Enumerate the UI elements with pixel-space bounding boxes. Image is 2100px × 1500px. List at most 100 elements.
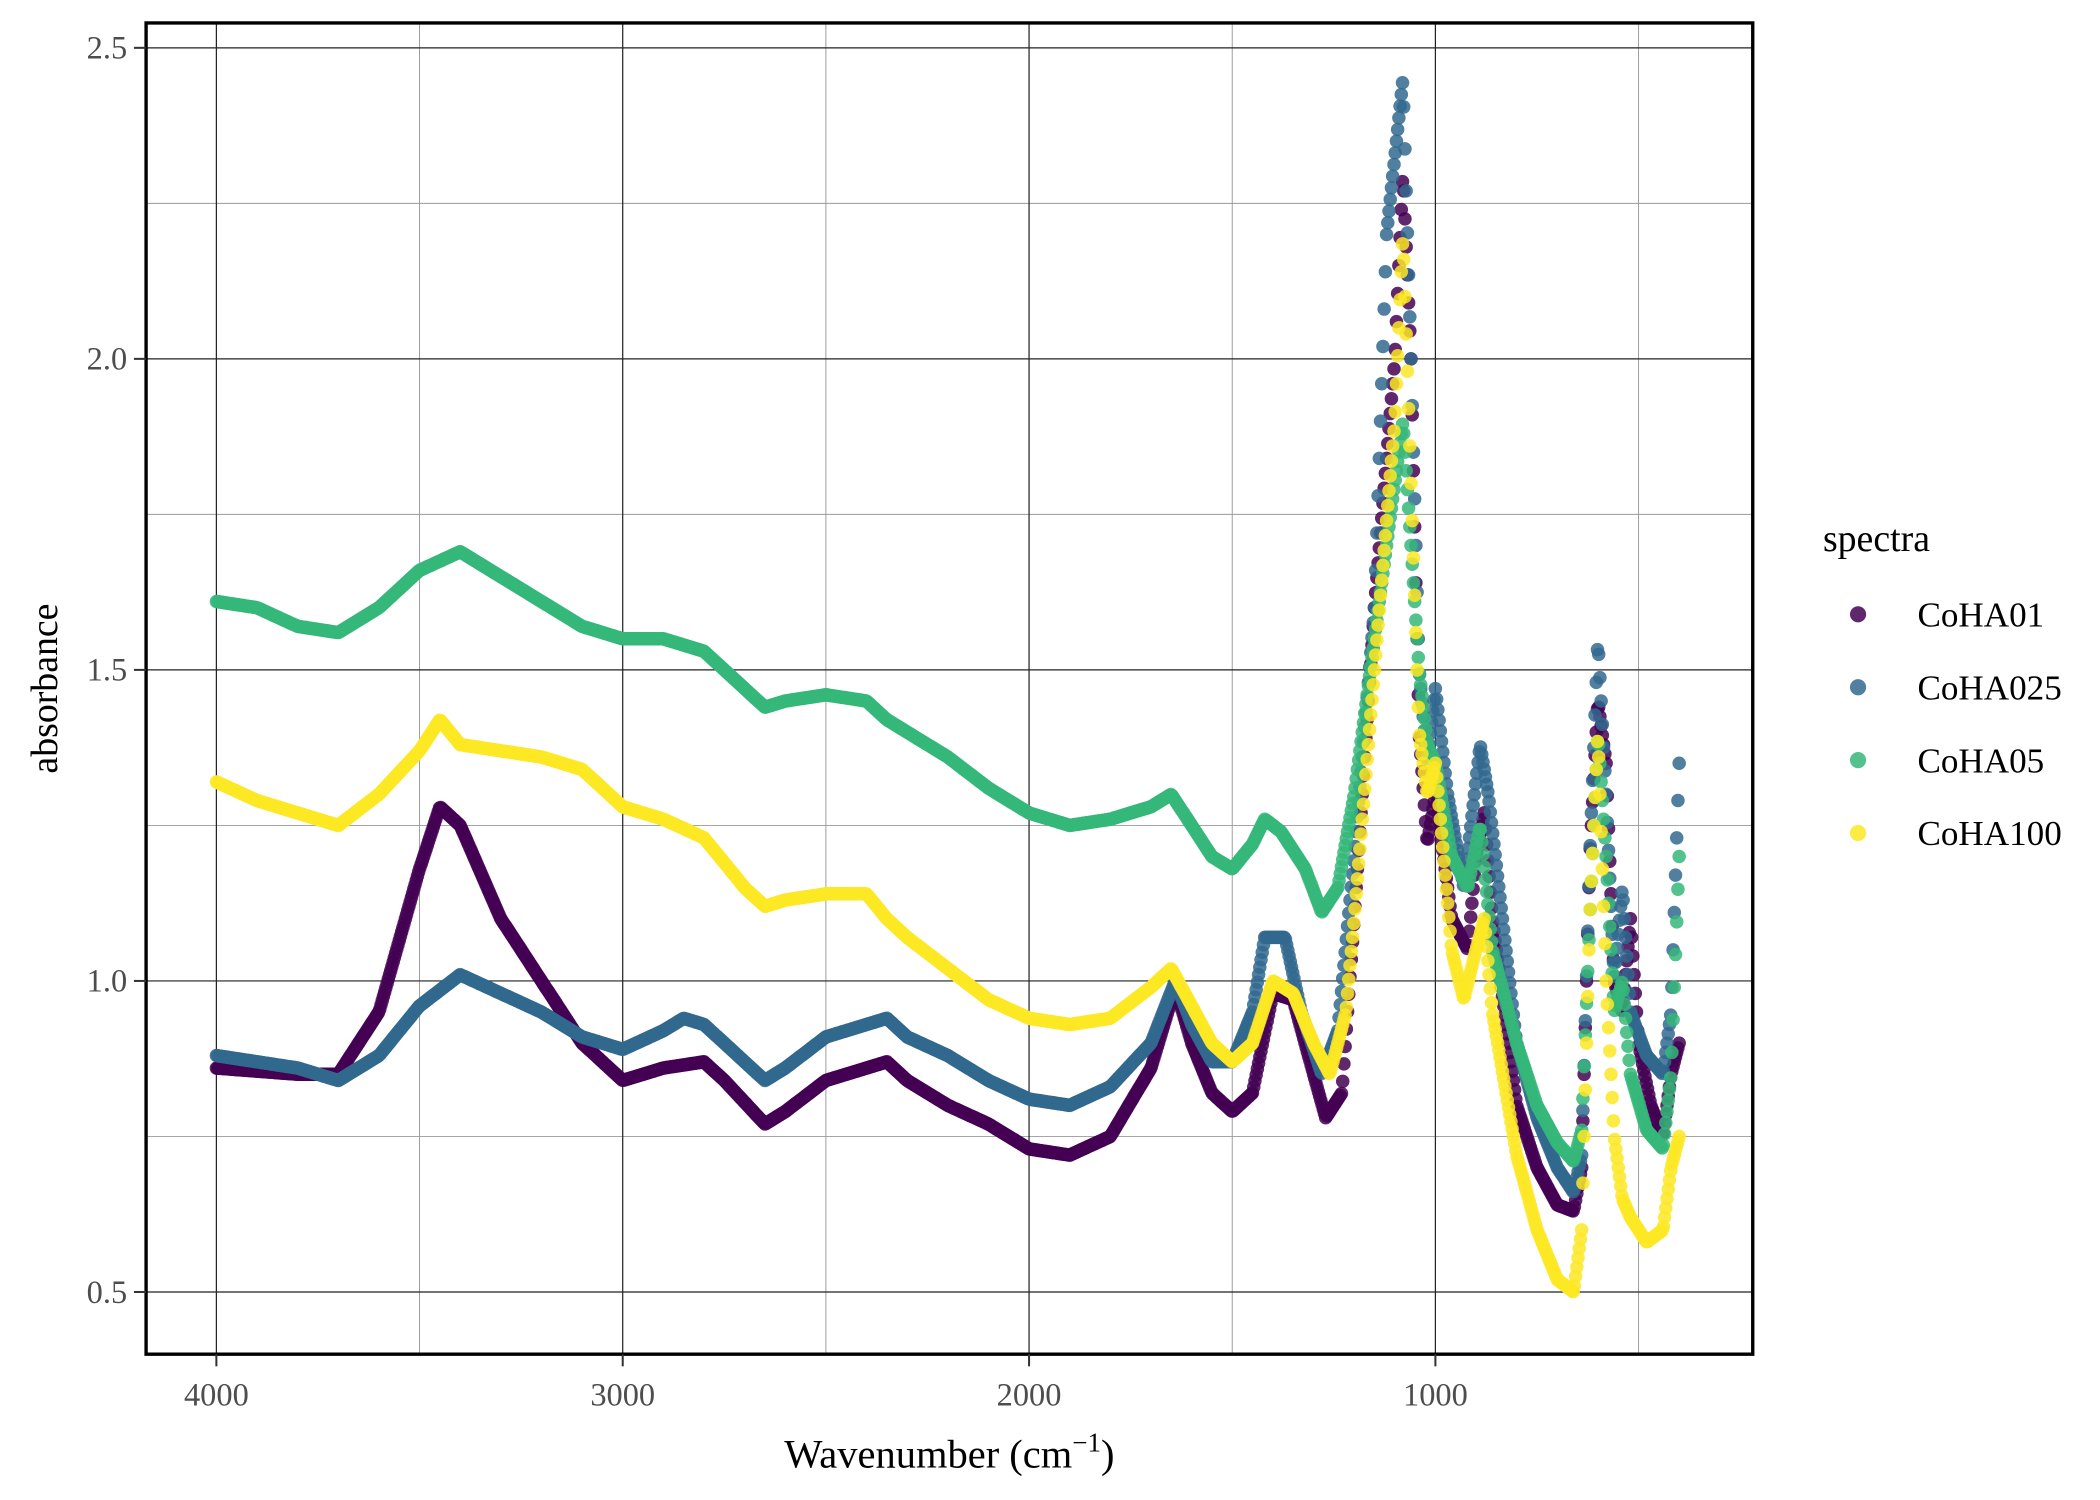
data-point-CoHA05 [1401,501,1416,515]
data-point-CoHA025 [1616,893,1630,907]
data-point-CoHA025 [1382,204,1396,218]
data-point-CoHA100 [1339,1000,1354,1015]
data-point-CoHA05 [1617,997,1632,1011]
data-point-CoHA05 [1620,1025,1634,1040]
data-point-CoHA025 [1377,302,1391,316]
data-point-CoHA100 [1383,469,1397,483]
legend-title: spectra [1823,518,1930,560]
data-point-CoHA05 [1473,822,1488,837]
data-point-CoHA025 [1578,1013,1593,1028]
legend-label-CoHA025: CoHA025 [1917,668,2061,707]
data-point-CoHA100 [1484,995,1499,1010]
data-point-CoHA100 [1342,972,1356,987]
data-point-CoHA05 [1581,964,1595,979]
x-tick-label: 1000 [1403,1377,1468,1413]
legend-key-CoHA100 [1849,824,1867,842]
data-point-CoHA100 [1367,663,1382,677]
data-point-CoHA100 [1396,252,1411,267]
data-point-CoHA100 [1433,812,1448,827]
grid [146,22,1753,1355]
data-point-CoHA100 [1579,1036,1594,1050]
data-point-CoHA100 [1349,887,1363,901]
data-point-CoHA100 [1405,513,1419,528]
data-point-CoHA100 [1407,588,1422,603]
data-point-CoHA05 [1672,849,1686,864]
x-axis-label-superscript: −1 [1072,1427,1101,1457]
data-point-CoHA100 [1601,1020,1616,1035]
data-point-CoHA100 [1360,752,1374,767]
data-point-CoHA05 [1409,613,1423,627]
data-point-CoHA05 [1479,885,1494,899]
data-point-CoHA025 [1584,806,1599,820]
data-point-CoHA100 [1574,1223,1589,1237]
data-point-CoHA05 [1475,835,1489,849]
x-axis-label-close: ) [1101,1432,1115,1477]
data-point-CoHA100 [1442,910,1456,924]
data-point-CoHA100 [1603,1044,1617,1058]
data-point-CoHA025 [1379,227,1394,242]
data-point-CoHA100 [1368,648,1383,662]
data-point-CoHA100 [1365,693,1379,707]
data-point-CoHA025 [1384,181,1399,195]
data-point-CoHA025 [1617,912,1632,926]
series-CoHA025 [209,76,1686,1199]
data-point-CoHA01 [1462,924,1477,938]
data-point-CoHA100 [1431,784,1445,798]
data-point-CoHA100 [1354,827,1368,841]
data-point-CoHA025 [1378,265,1393,279]
data-point-CoHA025 [1671,793,1685,808]
data-point-CoHA100 [1410,663,1424,677]
data-point-CoHA100 [1577,1129,1591,1144]
y-tick-label: 2.5 [87,31,128,67]
data-point-CoHA05 [1599,849,1613,864]
data-point-CoHA100 [1600,997,1615,1011]
data-point-CoHA01 [1463,910,1478,924]
data-point-CoHA025 [1381,216,1395,230]
data-point-CoHA100 [1583,902,1597,917]
data-point-CoHA100 [1351,857,1366,871]
data-point-CoHA01 [1387,362,1401,376]
data-point-CoHA100 [1594,824,1608,839]
data-point-CoHA05 [1481,897,1495,911]
data-point-CoHA100 [1439,882,1454,896]
data-point-CoHA100 [1385,439,1400,453]
data-point-CoHA100 [1582,943,1596,957]
data-point-CoHA100 [1598,936,1612,951]
data-point-CoHA100 [1477,912,1491,926]
data-point-CoHA100 [1589,762,1604,777]
legend-key-CoHA05 [1849,752,1867,769]
data-point-CoHA100 [1401,401,1416,416]
data-point-CoHA025 [1395,76,1410,90]
data-point-CoHA025 [1403,310,1417,324]
data-point-CoHA025 [1390,122,1405,137]
data-point-CoHA100 [1399,327,1413,341]
data-point-CoHA100 [1389,376,1404,391]
data-point-CoHA100 [1438,868,1452,882]
x-axis-label: Wavenumber (cm−1) [784,1427,1114,1476]
data-point-CoHA100 [1429,770,1444,785]
data-point-CoHA025 [1618,930,1633,945]
data-point-CoHA100 [1436,840,1450,854]
data-point-CoHA100 [1590,734,1605,749]
data-point-CoHA01 [1398,212,1412,226]
data-point-CoHA100 [1355,812,1370,827]
data-point-CoHA100 [1411,700,1426,714]
x-tick-label: 2000 [997,1377,1062,1413]
legend-key-CoHA01 [1849,606,1867,623]
data-point-CoHA100 [1604,1067,1618,1082]
data-point-CoHA05 [1621,1039,1635,1053]
data-point-CoHA05 [1404,538,1418,553]
data-point-CoHA100 [1359,767,1373,782]
legend-label-CoHA01: CoHA01 [1917,595,2044,634]
data-point-CoHA05 [1476,847,1490,862]
data-point-CoHA05 [1616,983,1630,998]
data-point-CoHA05 [1411,650,1426,665]
data-point-CoHA05 [1669,915,1684,929]
data-point-CoHA025 [1672,756,1686,770]
data-point-CoHA100 [1379,513,1394,528]
data-point-CoHA100 [1409,625,1423,640]
data-point-CoHA100 [1398,289,1412,304]
data-point-CoHA05 [1663,1071,1678,1085]
series-CoHA100 [209,237,1686,1299]
data-point-CoHA100 [1361,737,1376,752]
